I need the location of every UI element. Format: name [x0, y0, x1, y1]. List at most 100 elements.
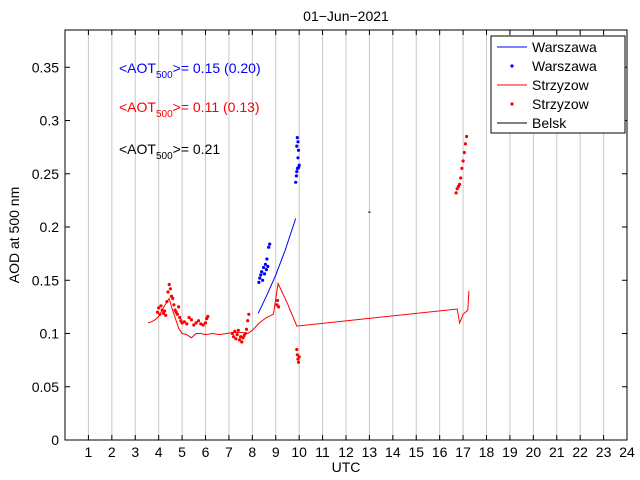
data-point: [194, 321, 198, 325]
x-tick-label: 5: [178, 444, 186, 460]
annotations: <AOT500>= 0.15 (0.20) <AOT500>= 0.11 (0.1…: [119, 60, 261, 162]
data-point: [171, 296, 175, 300]
data-point: [258, 276, 262, 280]
data-point: [235, 333, 239, 337]
x-tick-label: 4: [155, 444, 163, 460]
data-point: [168, 287, 172, 291]
data-point: [297, 163, 301, 167]
x-tick-label: 14: [385, 444, 401, 460]
ticks: 1 2 3 4 5 6 7 8 9 10 11 12 13 14 15 16 17 18 19 20 21 22 23 240…: [32, 30, 635, 460]
x-tick-label: 12: [338, 444, 354, 460]
data-point: [266, 264, 270, 268]
data-point: [465, 134, 469, 139]
data-point: [155, 310, 160, 314]
legend-label: Strzyzow: [532, 96, 590, 112]
data-point: [260, 270, 264, 274]
y-tick-label: 0: [51, 432, 59, 448]
legend: Warszawa Warszawa Strzyzow Strzyzow Belsk: [490, 35, 626, 134]
data-point: [295, 144, 299, 148]
data-point: [230, 331, 234, 336]
x-tick-label: 24: [619, 444, 635, 460]
x-tick-label: 15: [408, 444, 424, 460]
data-point: [267, 245, 271, 249]
data-point: [462, 150, 466, 155]
annotation-aot: <AOT500>= 0.15 (0.20): [119, 60, 261, 81]
data-point: [244, 327, 249, 331]
data-point: [460, 166, 464, 170]
x-tick-label: 23: [596, 444, 612, 460]
chart-title: 01−Jun−2021: [303, 8, 389, 24]
data-point: [259, 273, 263, 277]
legend-label: Warszawa: [532, 58, 597, 74]
data-point: [196, 319, 201, 323]
x-tick-label: 20: [526, 444, 542, 460]
annotation-value: >= 0.11 (0.13): [173, 99, 260, 115]
data-point: [206, 314, 210, 319]
data-point: [295, 347, 299, 352]
data-point: [263, 262, 267, 266]
data-point: [296, 140, 300, 144]
data-point: [297, 355, 301, 359]
data-point: [296, 148, 301, 152]
data-point: [463, 142, 467, 146]
data-point: [182, 320, 186, 324]
x-tick-label: 21: [549, 444, 565, 460]
data-point: [157, 306, 161, 310]
series-points-strzyzow: [155, 134, 469, 364]
data-point: [199, 322, 203, 326]
x-tick-label: 1: [85, 444, 93, 460]
data-point: [162, 309, 167, 313]
y-tick-label: 0.25: [32, 166, 59, 182]
data-point: [294, 174, 298, 178]
y-tick-label: 0.35: [32, 59, 59, 75]
annotation-prefix: <AOT: [119, 99, 156, 115]
annotation-prefix: <AOT: [119, 60, 156, 76]
x-tick-label: 18: [479, 444, 495, 460]
x-tick-label: 19: [502, 444, 518, 460]
data-point: [172, 303, 176, 307]
data-point: [233, 329, 237, 333]
data-point: [164, 313, 168, 317]
x-tick-label: 10: [291, 444, 307, 460]
data-point: [461, 159, 465, 163]
data-point: [246, 319, 250, 323]
legend-point-swatch: [510, 64, 514, 68]
annotation-aot: <AOT500>= 0.21: [119, 141, 220, 162]
x-tick-label: 2: [108, 444, 116, 460]
annotation-value: >= 0.21: [173, 141, 221, 157]
y-axis-label: AOD at 500 nm: [6, 187, 22, 284]
data-point: [177, 305, 181, 309]
y-tick-label: 0.05: [32, 379, 59, 395]
x-tick-label: 8: [248, 444, 256, 460]
y-tick-label: 0.15: [32, 272, 59, 288]
data-point: [178, 315, 182, 320]
data-point: [296, 156, 300, 160]
x-tick-label: 13: [362, 444, 378, 460]
data-point: [277, 305, 281, 309]
series-layer: [147, 134, 470, 364]
data-point: [295, 353, 299, 357]
data-point: [158, 312, 162, 316]
data-point: [247, 312, 251, 316]
x-tick-label: 6: [202, 444, 210, 460]
x-tick-label: 9: [272, 444, 280, 460]
data-point: [243, 331, 247, 336]
data-point: [236, 328, 240, 332]
legend-label: Strzyzow: [532, 77, 590, 93]
data-point: [264, 268, 268, 272]
data-point: [166, 290, 170, 294]
data-point: [458, 182, 462, 186]
data-point: [294, 180, 298, 184]
data-point: [201, 323, 205, 327]
data-point: [261, 278, 265, 282]
data-point: [262, 265, 266, 270]
data-point: [237, 338, 242, 342]
annotation-aot: <AOT500>= 0.11 (0.13): [119, 99, 260, 120]
data-point: [187, 315, 191, 320]
grid: [87, 30, 605, 440]
data-point: [276, 298, 280, 303]
x-tick-label: 11: [315, 444, 330, 460]
data-point: [296, 360, 301, 364]
legend-label: Belsk: [532, 115, 567, 131]
